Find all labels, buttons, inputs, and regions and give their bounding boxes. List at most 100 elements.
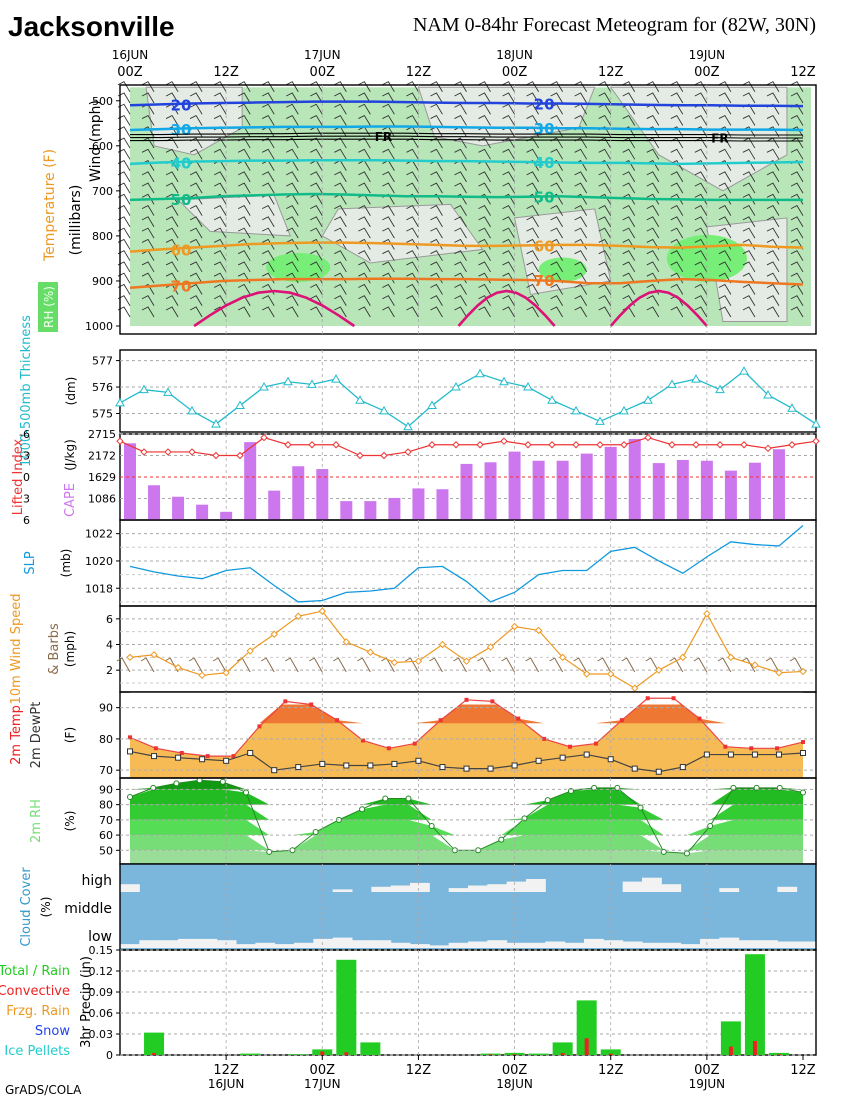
wind-barb — [357, 657, 371, 673]
li-point — [428, 441, 436, 449]
wind-barb — [262, 295, 275, 306]
cape-bar — [604, 446, 617, 520]
wind-barb — [718, 114, 732, 126]
cape-label: CAPE — [63, 483, 78, 517]
wind-barb — [598, 261, 612, 273]
wind-barb — [430, 261, 443, 273]
wind-barb — [406, 137, 419, 149]
wind-barb — [718, 306, 732, 318]
isotherm-label: 30 — [171, 121, 192, 139]
cloud-cover-bar — [506, 942, 527, 948]
wind-speed-point — [607, 670, 615, 678]
wind-barb — [286, 182, 299, 194]
wind-barb — [693, 657, 708, 673]
wind-barb — [670, 283, 684, 295]
wind-barb — [646, 295, 660, 306]
wind-barb — [694, 182, 708, 194]
wind-barb — [550, 216, 564, 228]
wind-tick: 6 — [106, 613, 113, 626]
wind-barb — [526, 227, 539, 239]
wind-barb — [237, 227, 251, 239]
dewpoint-point — [463, 765, 470, 772]
wind-barb — [286, 227, 299, 239]
wind-barb — [189, 306, 203, 318]
li-point — [716, 441, 724, 449]
wind-barb — [550, 283, 564, 295]
wind-barb — [598, 250, 612, 261]
wind-barb — [382, 182, 395, 194]
wind-barb — [598, 148, 612, 160]
wind-barb — [646, 216, 660, 228]
wind-barb — [622, 171, 636, 183]
wind-barb — [694, 92, 708, 104]
thickness-tick: 577 — [92, 355, 113, 368]
thickness-point — [211, 419, 221, 428]
cloud-cover-bar — [120, 884, 140, 892]
dewpoint-point — [607, 756, 614, 763]
wind-barb — [574, 182, 588, 194]
temp-point — [360, 738, 365, 743]
wind-barb — [430, 148, 443, 160]
thickness-point — [163, 387, 173, 396]
cloud-cover-bar — [564, 942, 585, 948]
wind-barb — [478, 92, 491, 104]
wind-barb — [405, 657, 419, 673]
cape-bar — [340, 501, 353, 520]
wind-barb — [765, 657, 780, 673]
cape-bar — [172, 496, 185, 520]
bottom-hour-label: 12Z — [406, 1063, 432, 1078]
wind-barb — [670, 306, 684, 318]
wind-barb — [429, 657, 443, 673]
wind-barb — [502, 81, 515, 92]
wind-barb — [141, 295, 155, 306]
wind-barb — [694, 283, 708, 295]
cloud-cover-bar — [410, 944, 430, 948]
wind-tick: 4 — [106, 639, 113, 652]
thickness-point — [115, 397, 125, 407]
isotherm-label: 60 — [534, 237, 555, 255]
wind-barb — [237, 250, 251, 261]
wind-barb — [140, 657, 155, 673]
wind-barb — [334, 205, 347, 216]
wind-barb — [622, 272, 636, 284]
li-point — [452, 441, 460, 449]
wind-barb — [382, 148, 395, 160]
cloud-cover-bar — [390, 885, 411, 892]
isotherm-label: 20 — [534, 95, 555, 113]
wind-barb — [742, 216, 756, 228]
rh-point — [405, 795, 412, 802]
credit-text: GrADS/COLA — [5, 1083, 82, 1097]
cape-bar — [652, 463, 665, 520]
wind-barb — [141, 261, 155, 273]
wind-barb — [262, 205, 275, 216]
slp-tick: 1018 — [85, 582, 113, 595]
dewpoint-point — [679, 764, 686, 771]
dewpoint-point — [127, 748, 133, 755]
wind-speed-point — [126, 653, 134, 662]
li-label: Lifted Index — [11, 438, 26, 515]
rh-point — [127, 794, 133, 801]
rh-tick: 70 — [99, 814, 113, 827]
cape-bar — [532, 460, 545, 520]
wind-barb — [502, 306, 515, 318]
precip-total-bar — [552, 1042, 573, 1055]
wind-barb — [237, 238, 251, 250]
wind-barb — [622, 81, 636, 92]
wind-barb — [310, 216, 323, 228]
wind-barb — [213, 182, 227, 194]
wind-barb — [574, 261, 588, 273]
wind-speed-point — [318, 607, 326, 615]
wind-barb — [286, 114, 299, 126]
rh-point — [243, 789, 250, 796]
precip-convective-bar — [728, 1046, 733, 1055]
wind-barb — [213, 148, 227, 160]
wind-barb — [598, 272, 612, 284]
wind-barb — [766, 295, 780, 306]
rh-band — [130, 850, 803, 864]
wind-barb — [742, 261, 756, 273]
wind-barb — [598, 295, 612, 306]
wind-barb — [286, 238, 299, 250]
cloud-cover-bar — [294, 942, 314, 948]
wind-barb — [670, 227, 684, 239]
